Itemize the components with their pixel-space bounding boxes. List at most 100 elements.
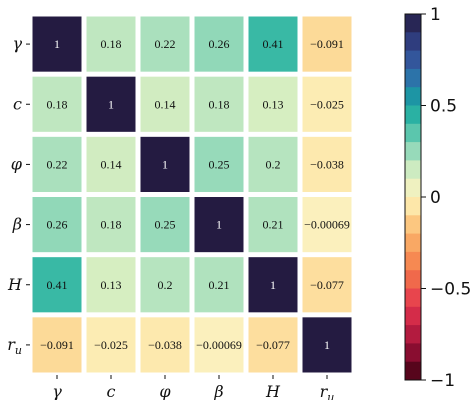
heatmap-cell-label-4-0: 0.41 [47, 278, 68, 292]
colorbar-level-6 [405, 123, 421, 143]
heatmap-cell-3-0 [32, 197, 82, 253]
heatmap-cell-0-4 [248, 16, 298, 72]
heatmap-cell-label-1-0: 0.18 [47, 97, 68, 111]
heatmap-cell-label-1-2: 0.14 [155, 97, 176, 111]
heatmap-cell-4-1 [86, 257, 136, 313]
heatmap-cell-label-2-4: 0.2 [266, 157, 281, 171]
heatmap-cell-3-4 [248, 197, 298, 253]
heatmap-cell-label-1-4: 0.13 [263, 97, 284, 111]
heatmap-cell-label-0-1: 0.18 [101, 37, 122, 51]
colorbar-tick-label-0: 1 [430, 5, 441, 25]
heatmap-cell-label-5-5: 1 [324, 338, 330, 352]
heatmap-cell-2-5 [302, 136, 352, 192]
heatmap-cell-label-4-2: 0.2 [158, 278, 173, 292]
heatmap-cell-1-3 [194, 76, 244, 132]
colorbar-tick-label-2: 0 [430, 188, 441, 208]
y-axis-ticks: γ c φ β Hru [7, 34, 30, 357]
colorbar [404, 13, 422, 381]
heatmap-cell-label-5-4: −0.077 [256, 338, 290, 352]
colorbar-level-5 [405, 105, 421, 125]
heatmap-cell-label-5-0: −0.091 [40, 338, 74, 352]
heatmap-cell-label-5-2: −0.038 [148, 338, 182, 352]
heatmap-cell-1-4 [248, 76, 298, 132]
heatmap-cell-label-5-3: −0.00069 [196, 338, 242, 352]
heatmap-cell-5-3 [194, 317, 244, 373]
heatmap-cell-label-2-0: 0.22 [47, 157, 68, 171]
colorbar-level-15 [405, 288, 421, 308]
heatmap-cell-label-0-4: 0.41 [263, 37, 284, 51]
colorbar-level-1 [405, 32, 421, 52]
colorbar-level-4 [405, 87, 421, 106]
heatmap-cell-2-2 [140, 136, 190, 192]
x-tick-label-5: ru [320, 382, 335, 400]
colorbar-level-18 [405, 343, 421, 363]
heatmap-cell-label-3-4: 0.21 [263, 218, 284, 232]
heatmap-cell-labels: 1 0.18 0.22 0.26 0.41 −0.091 0.18 1 0.14 0.18 0.13… [40, 37, 350, 352]
heatmap-cell-5-2 [140, 317, 190, 373]
colorbar-level-17 [405, 325, 421, 344]
heatmap-cell-4-5 [302, 257, 352, 313]
heatmap-cell-5-5 [302, 317, 352, 373]
heatmap-cell-label-3-5: −0.00069 [304, 218, 350, 232]
heatmap-cell-4-3 [194, 257, 244, 313]
heatmap-cell-label-2-3: 0.25 [209, 157, 230, 171]
y-tick-label-3: β [12, 215, 22, 234]
heatmap-cell-3-2 [140, 197, 190, 253]
heatmap-cell-0-2 [140, 16, 190, 72]
heatmap-cell-5-1 [86, 317, 136, 373]
colorbar-level-8 [405, 160, 421, 180]
heatmap-cell-5-0 [32, 317, 82, 373]
x-tick-label-1: c [107, 382, 116, 400]
heatmap-cell-label-3-3: 1 [216, 218, 222, 232]
colorbar-level-7 [405, 142, 421, 161]
heatmap-cell-label-3-1: 0.18 [101, 218, 122, 232]
heatmap-cell-2-3 [194, 136, 244, 192]
heatmap-cell-label-4-4: 1 [270, 278, 276, 292]
heatmap-cell-0-3 [194, 16, 244, 72]
heatmap-cell-label-3-2: 0.25 [155, 218, 176, 232]
colorbar-level-3 [405, 68, 421, 88]
heatmap-cell-label-0-3: 0.26 [209, 37, 230, 51]
heatmap-cell-1-0 [32, 76, 82, 132]
colorbar-tick-label-4: −1 [430, 371, 455, 391]
heatmap-cell-1-5 [302, 76, 352, 132]
heatmap-cell-label-0-5: −0.091 [310, 37, 344, 51]
colorbar-level-13 [405, 251, 421, 271]
heatmap-cell-0-0 [32, 16, 82, 72]
colorbar-level-14 [405, 270, 421, 289]
heatmap-cell-label-3-0: 0.26 [47, 218, 68, 232]
heatmap-cell-5-4 [248, 317, 298, 373]
heatmap-cell-3-3 [194, 197, 244, 253]
y-tick-label-0: γ [12, 34, 22, 53]
heatmap-cell-3-1 [86, 197, 136, 253]
heatmap-cell-label-0-0: 1 [54, 37, 60, 51]
x-tick-label-4: H [265, 382, 281, 400]
heatmap-cell-label-2-1: 0.14 [101, 157, 122, 171]
heatmap-cell-label-1-3: 0.18 [209, 97, 230, 111]
heatmap-cell-0-5 [302, 16, 352, 72]
y-tick-label-1: c [13, 94, 22, 113]
colorbar-level-2 [405, 50, 421, 70]
y-tick-label-2: φ [11, 154, 23, 173]
heatmap-cell-2-1 [86, 136, 136, 192]
heatmap-cell-label-2-5: −0.038 [310, 157, 344, 171]
heatmap-cell-label-0-2: 0.22 [155, 37, 176, 51]
y-tick-label-4: H [7, 275, 23, 294]
heatmap-cell-2-0 [32, 136, 82, 192]
heatmap-cell-label-1-1: 1 [108, 97, 114, 111]
heatmap-cell-label-5-1: −0.025 [94, 338, 128, 352]
heatmap-cell-label-2-2: 1 [162, 157, 168, 171]
x-tick-label-2: φ [159, 382, 171, 400]
x-tick-label-0: γ [52, 382, 62, 400]
colorbar-level-9 [405, 178, 421, 198]
heatmap-cell-1-2 [140, 76, 190, 132]
heatmap-cell-4-0 [32, 257, 82, 313]
heatmap-cell-4-4 [248, 257, 298, 313]
heatmap-cell-3-5 [302, 197, 352, 253]
heatmap-cell-4-2 [140, 257, 190, 313]
heatmap-cell-0-1 [86, 16, 136, 72]
heatmap-cell-label-1-5: −0.025 [310, 97, 344, 111]
colorbar-level-0 [405, 14, 421, 33]
colorbar-level-19 [405, 361, 421, 381]
heatmap-cell-label-4-5: −0.077 [310, 278, 344, 292]
